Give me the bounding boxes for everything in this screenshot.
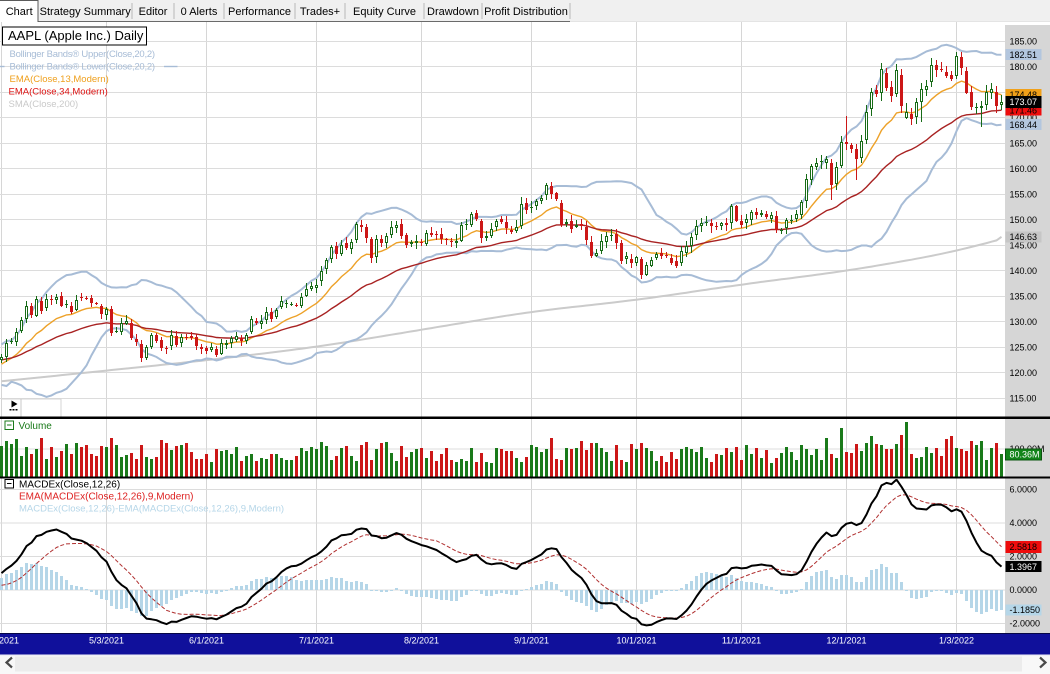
- svg-text:Bollinger Bands® Lower(Close,2: Bollinger Bands® Lower(Close,20,2): [10, 62, 155, 73]
- svg-text:145.00: 145.00: [1010, 240, 1038, 250]
- svg-text:165.00: 165.00: [1010, 138, 1038, 148]
- svg-text:EMA(MACDEx(Close,12,26),9,Mode: EMA(MACDEx(Close,12,26),9,Modern): [19, 492, 194, 503]
- svg-text:0.0000: 0.0000: [1010, 585, 1038, 595]
- svg-text:5/3/2021: 5/3/2021: [89, 636, 124, 646]
- svg-text:6.0000: 6.0000: [1010, 485, 1038, 495]
- svg-text:140.00: 140.00: [1010, 266, 1038, 276]
- svg-text:182.51: 182.51: [1010, 50, 1038, 60]
- svg-text:0 Alerts: 0 Alerts: [181, 6, 218, 18]
- svg-text:SMA(Close,200): SMA(Close,200): [9, 99, 79, 110]
- svg-text:150.00: 150.00: [1010, 215, 1038, 225]
- svg-text:1.3967: 1.3967: [1010, 562, 1038, 572]
- svg-text:11/1/2021: 11/1/2021: [722, 636, 761, 646]
- svg-text:10/1/2021: 10/1/2021: [616, 636, 656, 646]
- svg-text:146.63: 146.63: [1010, 232, 1038, 242]
- svg-text:2.5818: 2.5818: [1010, 542, 1038, 552]
- svg-text:173.07: 173.07: [1010, 97, 1038, 107]
- svg-text:8/2/2021: 8/2/2021: [404, 636, 439, 646]
- svg-text:168.44: 168.44: [1010, 120, 1038, 130]
- svg-text:155.00: 155.00: [1010, 189, 1038, 199]
- svg-text:Bollinger Bands® Upper(Close,2: Bollinger Bands® Upper(Close,20,2): [10, 49, 155, 60]
- svg-text:170.00: 170.00: [1010, 113, 1038, 123]
- svg-text:Volume: Volume: [19, 421, 53, 432]
- svg-text:130.00: 130.00: [1010, 317, 1038, 327]
- svg-text:1/3/2022: 1/3/2022: [939, 636, 974, 646]
- svg-text:174.48: 174.48: [1010, 90, 1038, 100]
- svg-text:2.0000: 2.0000: [1010, 552, 1038, 562]
- svg-text:MACDEx(Close,12,26): MACDEx(Close,12,26): [19, 480, 120, 491]
- svg-text:9/1/2021: 9/1/2021: [514, 636, 549, 646]
- svg-text:AAPL (Apple Inc.) Daily: AAPL (Apple Inc.) Daily: [8, 28, 144, 43]
- svg-text:EMA(Close,34,Modern): EMA(Close,34,Modern): [9, 87, 108, 98]
- svg-text:-1.1850: -1.1850: [1010, 605, 1041, 615]
- svg-text:4/1/2021: 4/1/2021: [0, 636, 19, 646]
- svg-text:Strategy Summary: Strategy Summary: [40, 6, 132, 18]
- svg-text:171.46: 171.46: [1010, 105, 1038, 115]
- svg-text:EMA(Close,13,Modern): EMA(Close,13,Modern): [10, 74, 109, 85]
- svg-text:-2.0000: -2.0000: [1010, 619, 1041, 629]
- svg-text:135.00: 135.00: [1010, 291, 1038, 301]
- svg-text:Performance: Performance: [228, 6, 291, 18]
- svg-text:180.00: 180.00: [1010, 62, 1038, 72]
- svg-text:115.00: 115.00: [1010, 393, 1037, 403]
- svg-text:Profit Distribution: Profit Distribution: [484, 6, 568, 18]
- svg-text:185.00: 185.00: [1010, 36, 1038, 46]
- svg-text:160.00: 160.00: [1010, 164, 1038, 174]
- svg-text:12/1/2021: 12/1/2021: [826, 636, 866, 646]
- svg-text:120.00: 120.00: [1010, 368, 1038, 378]
- svg-text:Drawdown: Drawdown: [427, 6, 479, 18]
- svg-text:Equity Curve: Equity Curve: [353, 6, 416, 18]
- svg-text:Editor: Editor: [139, 6, 168, 18]
- svg-text:Trades+: Trades+: [300, 6, 340, 18]
- svg-text:Chart: Chart: [6, 6, 33, 18]
- svg-text:80.36M: 80.36M: [1010, 450, 1040, 460]
- svg-text:7/1/2021: 7/1/2021: [299, 636, 334, 646]
- svg-text:MACDEx(Close,12,26)-EMA(MACDEx: MACDEx(Close,12,26)-EMA(MACDEx(Close,12,…: [19, 504, 284, 515]
- svg-text:125.00: 125.00: [1010, 342, 1038, 352]
- svg-text:4.0000: 4.0000: [1010, 518, 1038, 528]
- svg-text:6/1/2021: 6/1/2021: [189, 636, 224, 646]
